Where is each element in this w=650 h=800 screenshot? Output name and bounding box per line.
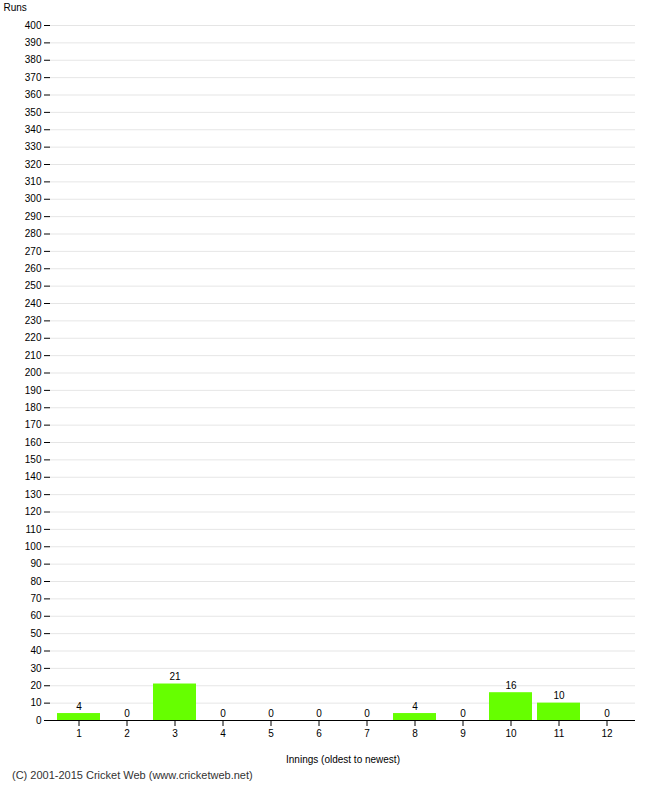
svg-text:10: 10	[30, 697, 42, 708]
svg-text:390: 390	[25, 37, 42, 48]
svg-text:11: 11	[554, 728, 565, 739]
svg-text:300: 300	[25, 193, 42, 204]
svg-text:30: 30	[30, 663, 42, 674]
svg-text:10: 10	[553, 690, 565, 701]
svg-text:4: 4	[412, 701, 418, 712]
svg-text:0: 0	[604, 708, 610, 719]
svg-text:70: 70	[30, 593, 42, 604]
svg-text:60: 60	[30, 610, 42, 621]
svg-text:21: 21	[169, 671, 181, 682]
svg-text:0: 0	[364, 708, 370, 719]
svg-text:110: 110	[26, 524, 42, 535]
svg-text:120: 120	[25, 506, 42, 517]
svg-text:7: 7	[364, 728, 370, 739]
svg-text:350: 350	[25, 107, 42, 118]
svg-text:380: 380	[25, 54, 42, 65]
svg-text:170: 170	[25, 419, 42, 430]
svg-text:250: 250	[25, 280, 42, 291]
svg-text:220: 220	[25, 332, 42, 343]
svg-text:12: 12	[601, 728, 613, 739]
svg-text:80: 80	[30, 576, 42, 587]
svg-text:10: 10	[505, 728, 517, 739]
svg-text:100: 100	[25, 541, 42, 552]
svg-text:150: 150	[25, 454, 42, 465]
svg-text:4: 4	[76, 701, 82, 712]
svg-text:230: 230	[25, 315, 42, 326]
svg-text:200: 200	[25, 367, 42, 378]
svg-text:Runs: Runs	[4, 2, 27, 13]
svg-text:6: 6	[316, 728, 322, 739]
svg-text:240: 240	[25, 298, 42, 309]
svg-text:3: 3	[172, 728, 178, 739]
svg-text:0: 0	[36, 715, 42, 726]
svg-text:90: 90	[30, 558, 42, 569]
svg-text:1: 1	[76, 728, 82, 739]
svg-text:50: 50	[30, 628, 42, 639]
svg-text:400: 400	[25, 20, 42, 31]
svg-text:360: 360	[25, 89, 42, 100]
svg-text:Innings (oldest to newest): Innings (oldest to newest)	[286, 754, 400, 765]
svg-text:140: 140	[25, 471, 42, 482]
svg-text:330: 330	[25, 141, 42, 152]
svg-text:9: 9	[460, 728, 466, 739]
svg-text:2: 2	[124, 728, 130, 739]
svg-text:310: 310	[25, 176, 42, 187]
svg-text:4: 4	[220, 728, 226, 739]
svg-text:40: 40	[30, 645, 42, 656]
svg-text:5: 5	[268, 728, 274, 739]
svg-text:320: 320	[25, 159, 42, 170]
svg-text:0: 0	[460, 708, 466, 719]
svg-text:160: 160	[25, 437, 42, 448]
svg-text:0: 0	[220, 708, 226, 719]
svg-text:8: 8	[412, 728, 418, 739]
svg-text:290: 290	[25, 211, 42, 222]
svg-text:0: 0	[124, 708, 130, 719]
svg-text:130: 130	[25, 489, 42, 500]
svg-text:370: 370	[25, 72, 42, 83]
svg-text:0: 0	[316, 708, 322, 719]
svg-text:20: 20	[30, 680, 42, 691]
svg-text:280: 280	[25, 228, 42, 239]
svg-text:340: 340	[25, 124, 42, 135]
svg-text:190: 190	[25, 385, 42, 396]
svg-text:180: 180	[25, 402, 42, 413]
svg-text:16: 16	[505, 680, 517, 691]
svg-text:260: 260	[25, 263, 42, 274]
svg-text:270: 270	[25, 246, 42, 257]
svg-text:0: 0	[268, 708, 274, 719]
html-text:(C) 2001-2015 Cricket Web (www: (C) 2001-2015 Cricket Web (www.cricketwe…	[12, 769, 253, 781]
svg-text:210: 210	[25, 350, 42, 361]
